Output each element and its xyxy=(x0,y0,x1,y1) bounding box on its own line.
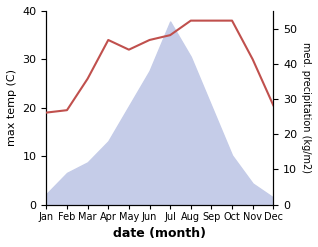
Y-axis label: max temp (C): max temp (C) xyxy=(7,69,17,146)
X-axis label: date (month): date (month) xyxy=(113,227,206,240)
Y-axis label: med. precipitation (kg/m2): med. precipitation (kg/m2) xyxy=(301,42,311,173)
